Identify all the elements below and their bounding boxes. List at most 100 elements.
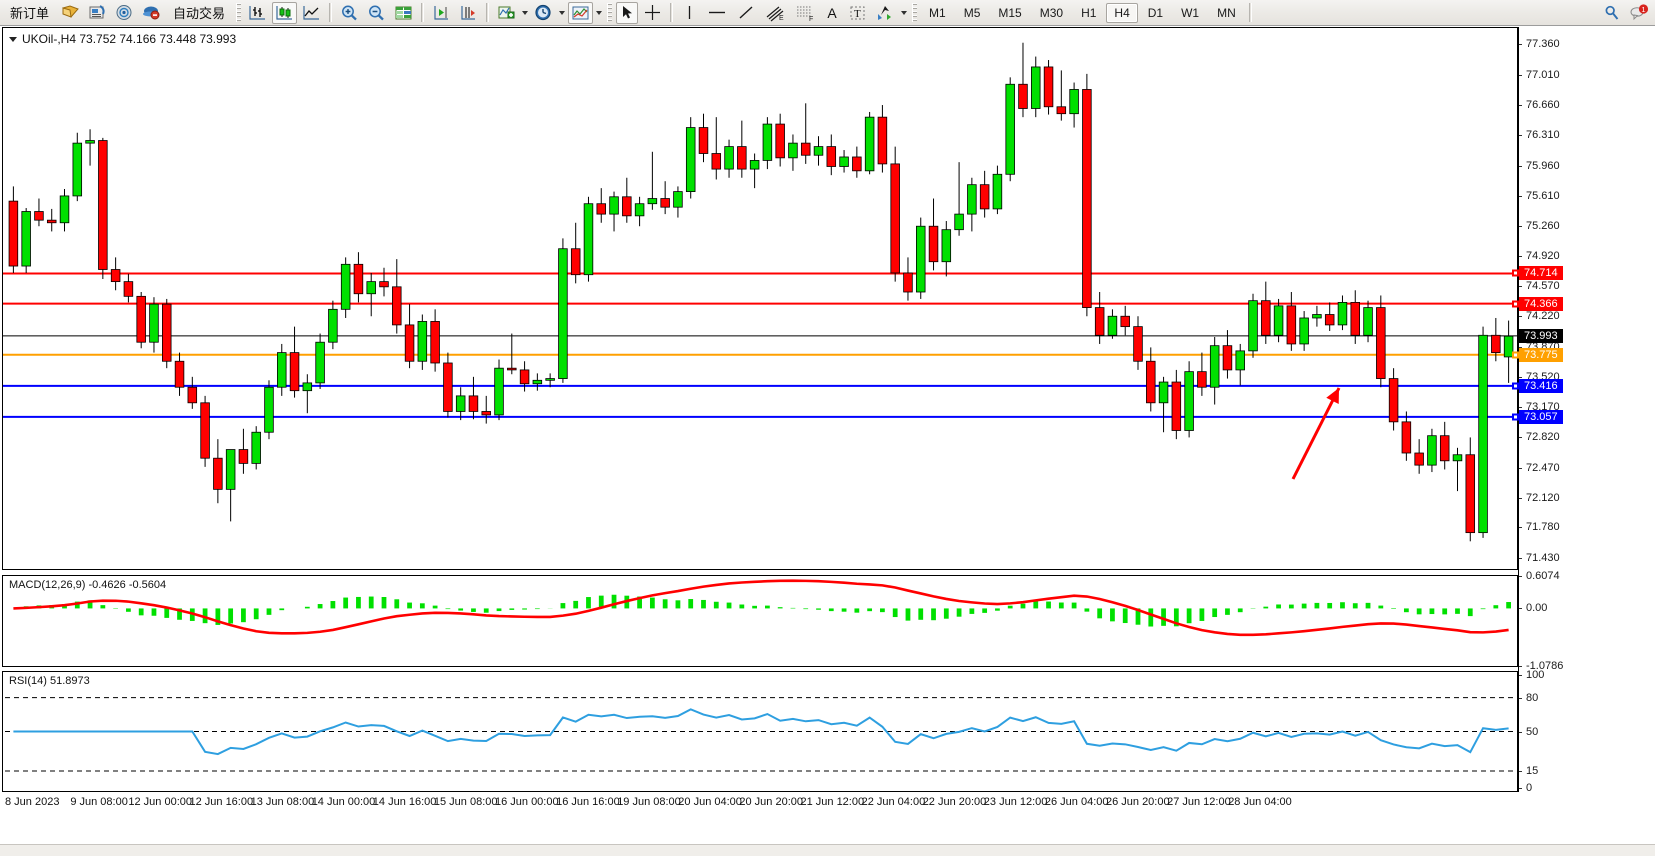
templates-icon[interactable] [568, 1, 594, 24]
new-order-button[interactable]: 新订单 [3, 2, 56, 24]
text-label-icon[interactable]: T [845, 2, 870, 24]
candle [800, 103, 811, 164]
level-handle[interactable] [1512, 413, 1519, 421]
price-level-tag-pivot-3[interactable]: 73.775 [1512, 347, 1563, 362]
candle [72, 132, 83, 202]
toolbar-grip-2[interactable] [607, 3, 613, 22]
price-level-tag-resistance-0[interactable]: 74.714 [1512, 266, 1563, 281]
price-level-tag-resistance-1[interactable]: 74.366 [1512, 296, 1563, 311]
text-icon[interactable]: A [827, 4, 837, 21]
chart-symbol-header[interactable]: UKOil-,H4 73.752 74.166 73.448 73.993 [9, 32, 236, 46]
macd-signal-line [13, 579, 1509, 637]
auto-scroll-icon[interactable] [429, 2, 454, 24]
candle [532, 373, 543, 391]
candle [379, 267, 389, 297]
autotrading-button[interactable]: 自动交易 [166, 2, 232, 24]
rsi-axis: 100 80 50 15 0 [1518, 669, 1655, 794]
equidistant-channel-icon[interactable]: E [761, 2, 789, 24]
timeframe-h4[interactable]: H4 [1106, 2, 1138, 23]
price-level-tag-support-5[interactable]: 73.057 [1512, 409, 1563, 424]
timeframe-d1[interactable]: D1 [1147, 5, 1164, 20]
level-handle[interactable] [1512, 351, 1519, 359]
timeframe-h1[interactable]: H1 [1081, 5, 1097, 20]
candle [1337, 295, 1348, 331]
time-axis[interactable]: 8 Jun 2023 9 Jun 08:00 12 Jun 00:00 12 Jun … [2, 793, 1518, 813]
time-label-16: 23 Jun 12:00 [983, 796, 1048, 808]
shapes-dropdown-arrow[interactable] [901, 10, 908, 15]
period-dropdown-arrow[interactable] [559, 10, 566, 15]
timeframe-m1[interactable]: M1 [929, 5, 946, 20]
search-icon[interactable] [1600, 2, 1624, 24]
level-handle[interactable] [1512, 269, 1519, 277]
toolbar-grip-3[interactable] [912, 3, 918, 22]
candle [1273, 298, 1284, 343]
annotation-arrow[interactable] [1291, 387, 1341, 480]
autotrading-icon[interactable] [139, 2, 164, 24]
indicators-icon[interactable] [494, 2, 519, 24]
candle [852, 146, 862, 178]
level-handle[interactable] [1512, 300, 1519, 308]
candle [85, 129, 95, 166]
level-handle[interactable] [1512, 382, 1519, 390]
fibonacci-retracement-icon[interactable]: F [791, 2, 819, 24]
price-axis[interactable]: 77.360 77.010 76.660 76.310 75.960 75.610 75.2… [1512, 27, 1655, 570]
time-label-0: 8 Jun 2023 [5, 796, 60, 808]
price-level-tag-current-price-2[interactable]: 73.993 [1519, 328, 1563, 343]
time-label-6: 14 Jun 16:00 [372, 796, 437, 808]
zoom-in-icon[interactable] [337, 2, 362, 24]
bar-chart-icon[interactable] [245, 2, 270, 24]
candle [213, 439, 223, 504]
trendline-icon[interactable] [733, 2, 759, 24]
shapes-icon[interactable] [872, 2, 898, 24]
rsi-tick-0: 100 [1518, 669, 1544, 681]
rsi-panel[interactable]: RSI(14) 51.8973 [2, 671, 1518, 792]
candle [903, 257, 913, 301]
candlestick-chart-icon[interactable] [272, 1, 298, 24]
time-label-9: 16 Jun 16:00 [556, 796, 620, 808]
indicators-dropdown-arrow[interactable] [522, 10, 529, 15]
macd-panel[interactable]: MACD(12,26,9) -0.4626 -0.5604 [2, 575, 1518, 667]
line-chart-icon[interactable] [299, 2, 324, 24]
chart-area: UKOil-,H4 73.752 74.166 73.448 73.993 MA… [0, 26, 1655, 856]
folder-icon[interactable] [58, 2, 83, 24]
timeframe-m5[interactable]: M5 [963, 5, 981, 20]
zoom-out-icon[interactable] [364, 2, 389, 24]
news-icon[interactable] [85, 2, 110, 24]
toolbar-grip[interactable] [236, 3, 242, 22]
period-icon[interactable] [531, 2, 556, 24]
candle [1491, 317, 1501, 362]
rsi-line [13, 708, 1509, 756]
chevron-down-icon[interactable] [9, 36, 17, 42]
chart-shift-icon[interactable] [456, 2, 481, 24]
notification-icon[interactable]: 1 [1626, 2, 1652, 24]
candle [1235, 343, 1245, 386]
candle [609, 191, 619, 232]
candle [21, 208, 31, 273]
price-chart-panel[interactable]: UKOil-,H4 73.752 74.166 73.448 73.993 [2, 27, 1518, 570]
candle [519, 361, 530, 392]
candle [1427, 428, 1437, 473]
price-level-tag-support-4[interactable]: 73.416 [1512, 378, 1563, 393]
candle [954, 162, 964, 236]
data-window-icon[interactable] [391, 2, 416, 24]
cursor-icon[interactable] [616, 1, 639, 24]
crosshair-icon[interactable] [640, 2, 665, 24]
price-tick-1: 77.010 [1518, 69, 1560, 81]
candle [59, 189, 70, 232]
rsi-label: RSI(14) 51.8973 [9, 675, 90, 687]
timeframe-mn[interactable]: MN [1217, 5, 1236, 20]
timeframe-w1[interactable]: W1 [1181, 5, 1200, 20]
candle [660, 181, 670, 215]
price-tick-7: 74.920 [1518, 250, 1560, 262]
horizontal-line-icon[interactable] [703, 2, 731, 24]
candle [174, 352, 185, 396]
candle [328, 300, 338, 350]
timeframe-m15[interactable]: M15 [998, 5, 1022, 20]
vertical-line-icon[interactable] [678, 2, 701, 24]
templates-dropdown-arrow[interactable] [596, 10, 603, 15]
timeframe-m30[interactable]: M30 [1039, 5, 1064, 20]
candle [468, 376, 479, 420]
candle [315, 333, 325, 389]
time-label-12: 20 Jun 20:00 [739, 796, 803, 808]
signals-icon[interactable] [112, 2, 137, 24]
